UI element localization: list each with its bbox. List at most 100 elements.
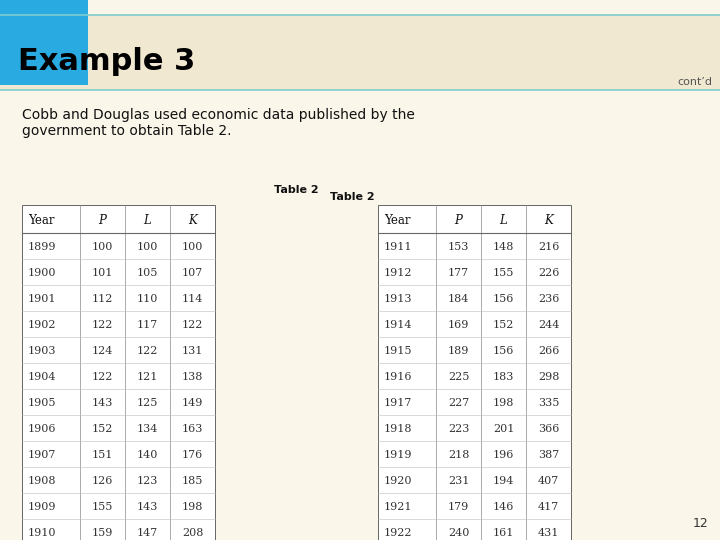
Bar: [0, 15, 720, 90]
Text: 1922: 1922: [384, 528, 413, 538]
Text: 110: 110: [137, 294, 158, 304]
Text: Table 2: Table 2: [330, 192, 374, 202]
Text: 1914: 1914: [384, 320, 413, 330]
Text: 143: 143: [92, 398, 113, 408]
Text: 146: 146: [492, 502, 514, 512]
Text: Year: Year: [28, 213, 55, 226]
Text: 184: 184: [448, 294, 469, 304]
Text: 117: 117: [137, 320, 158, 330]
Text: 122: 122: [182, 320, 203, 330]
Text: 151: 151: [92, 450, 113, 460]
Text: 169: 169: [448, 320, 469, 330]
Text: 225: 225: [448, 372, 469, 382]
Text: 1904: 1904: [28, 372, 56, 382]
Text: 156: 156: [492, 346, 514, 356]
Text: 244: 244: [538, 320, 559, 330]
Text: 179: 179: [448, 502, 469, 512]
Text: K: K: [188, 213, 197, 226]
Text: 152: 152: [92, 424, 113, 434]
Text: 1919: 1919: [384, 450, 413, 460]
Text: 231: 231: [448, 476, 469, 486]
Text: 1910: 1910: [28, 528, 56, 538]
Text: 226: 226: [538, 268, 559, 278]
Text: 1909: 1909: [28, 502, 56, 512]
Text: 107: 107: [182, 268, 203, 278]
Text: L: L: [500, 213, 508, 226]
Text: Cobb and Douglas used economic data published by the: Cobb and Douglas used economic data publ…: [22, 108, 415, 122]
Text: 417: 417: [538, 502, 559, 512]
Text: 208: 208: [182, 528, 203, 538]
Text: 126: 126: [92, 476, 113, 486]
Text: 266: 266: [538, 346, 559, 356]
Text: K: K: [544, 213, 553, 226]
Text: 114: 114: [182, 294, 203, 304]
Text: 177: 177: [448, 268, 469, 278]
Text: 185: 185: [182, 476, 203, 486]
Text: 131: 131: [182, 346, 203, 356]
Text: 1906: 1906: [28, 424, 56, 434]
Text: P: P: [99, 213, 107, 226]
Text: cont’d: cont’d: [677, 77, 712, 87]
Text: 407: 407: [538, 476, 559, 486]
Text: 1911: 1911: [384, 242, 413, 252]
Text: 148: 148: [492, 242, 514, 252]
Text: 194: 194: [492, 476, 514, 486]
Text: 138: 138: [182, 372, 203, 382]
Text: 201: 201: [492, 424, 514, 434]
Text: government to obtain Table 2.: government to obtain Table 2.: [22, 124, 232, 138]
Text: 121: 121: [137, 372, 158, 382]
Text: 1913: 1913: [384, 294, 413, 304]
Text: 1908: 1908: [28, 476, 56, 486]
Text: 161: 161: [492, 528, 514, 538]
Text: 12: 12: [692, 517, 708, 530]
Text: 189: 189: [448, 346, 469, 356]
Text: 155: 155: [92, 502, 113, 512]
Text: 124: 124: [92, 346, 113, 356]
Text: 1915: 1915: [384, 346, 413, 356]
Text: 1912: 1912: [384, 268, 413, 278]
Text: 101: 101: [92, 268, 113, 278]
Text: 431: 431: [538, 528, 559, 538]
Text: 143: 143: [137, 502, 158, 512]
Text: Example 3: Example 3: [18, 48, 195, 77]
Text: 1920: 1920: [384, 476, 413, 486]
Text: 105: 105: [137, 268, 158, 278]
Text: 122: 122: [92, 320, 113, 330]
Text: Table 2: Table 2: [274, 185, 319, 195]
Bar: [378, 205, 571, 540]
Text: 1916: 1916: [384, 372, 413, 382]
Text: 159: 159: [92, 528, 113, 538]
Text: 227: 227: [448, 398, 469, 408]
Text: 1905: 1905: [28, 398, 56, 408]
Text: 176: 176: [182, 450, 203, 460]
Text: 152: 152: [492, 320, 514, 330]
Text: 122: 122: [92, 372, 113, 382]
Text: 147: 147: [137, 528, 158, 538]
Text: L: L: [143, 213, 151, 226]
Text: 298: 298: [538, 372, 559, 382]
Text: 216: 216: [538, 242, 559, 252]
Text: 198: 198: [182, 502, 203, 512]
Text: 122: 122: [137, 346, 158, 356]
Text: 123: 123: [137, 476, 158, 486]
Text: 240: 240: [448, 528, 469, 538]
Text: 223: 223: [448, 424, 469, 434]
Text: 387: 387: [538, 450, 559, 460]
Text: 153: 153: [448, 242, 469, 252]
Bar: [22, 205, 215, 540]
Text: 1901: 1901: [28, 294, 56, 304]
Text: 1918: 1918: [384, 424, 413, 434]
Text: P: P: [454, 213, 462, 226]
Text: 1899: 1899: [28, 242, 56, 252]
Text: 1907: 1907: [28, 450, 56, 460]
Text: 100: 100: [92, 242, 113, 252]
Text: 1902: 1902: [28, 320, 56, 330]
Text: 163: 163: [182, 424, 203, 434]
Text: 1917: 1917: [384, 398, 413, 408]
Text: 196: 196: [492, 450, 514, 460]
Text: 134: 134: [137, 424, 158, 434]
Text: 1921: 1921: [384, 502, 413, 512]
Text: 183: 183: [492, 372, 514, 382]
Text: 366: 366: [538, 424, 559, 434]
Text: 100: 100: [182, 242, 203, 252]
